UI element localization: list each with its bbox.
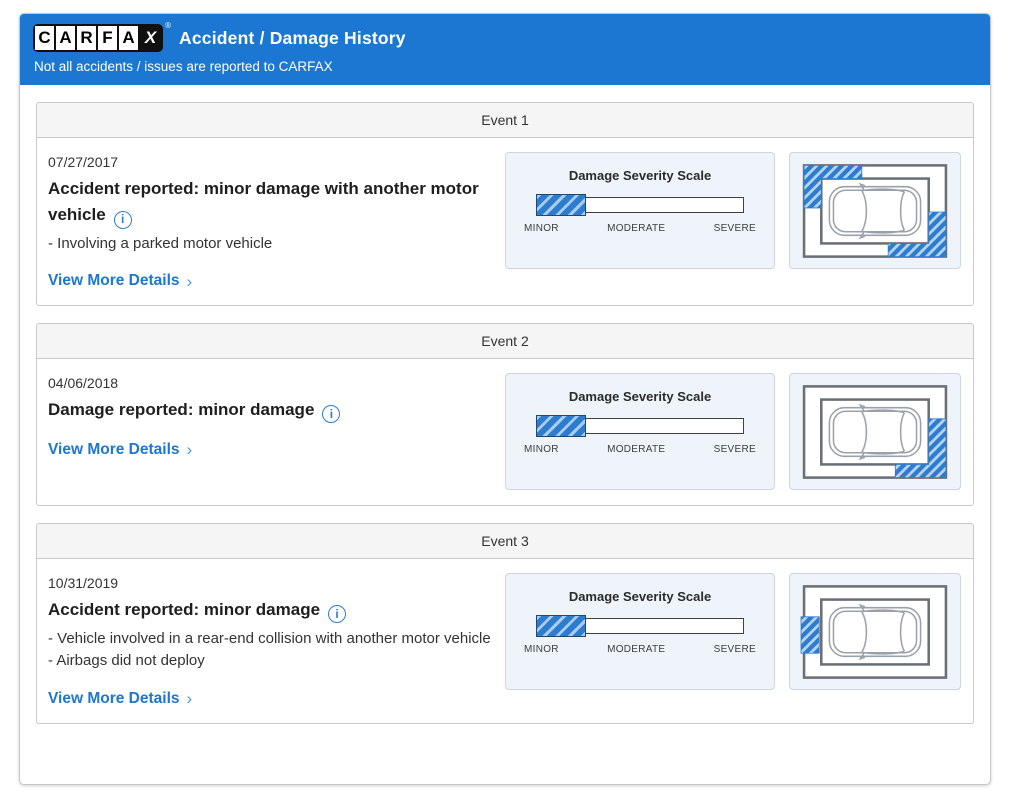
event-card: Event 3 10/31/2019 Accident reported: mi…	[36, 523, 974, 724]
severity-bar	[536, 615, 744, 638]
damage-regions-layer	[803, 164, 947, 257]
event-header-label: Event 3	[481, 533, 529, 550]
view-more-details-link[interactable]: View More Details ›	[48, 271, 193, 291]
damage-location-diagram	[789, 573, 961, 691]
severity-bar	[536, 415, 744, 438]
severity-scale-title: Damage Severity Scale	[568, 589, 712, 605]
logo-letter: C	[35, 26, 54, 50]
logo-letter: R	[77, 26, 96, 50]
severity-scale-title: Damage Severity Scale	[568, 389, 712, 405]
damage-location-diagram	[789, 152, 961, 269]
damage-region-left-side-middle	[800, 616, 820, 654]
view-more-details-link[interactable]: View More Details ›	[48, 440, 193, 460]
detail-line: - Airbags did not deploy	[48, 652, 205, 670]
info-icon[interactable]: i	[328, 605, 347, 624]
severity-label-moderate: MODERATE	[607, 444, 666, 456]
chevron-right-icon: ›	[186, 689, 193, 709]
severity-bar	[536, 194, 744, 216]
car-outline	[828, 182, 922, 239]
detail-line: - Involving a parked motor vehicle	[48, 234, 273, 252]
damage-location-diagram	[789, 373, 961, 491]
events-container: Event 1 07/27/2017 Accident reported: mi…	[20, 85, 990, 742]
event-card: Event 1 07/27/2017 Accident reported: mi…	[36, 102, 974, 307]
chevron-right-icon: ›	[186, 440, 193, 460]
damage-region-right-side-bottom-corner	[894, 418, 947, 478]
severity-label-moderate: MODERATE	[607, 644, 666, 656]
severity-bar-fill	[536, 194, 586, 216]
car-top-view-diagram	[802, 163, 948, 258]
logo-letter: F	[98, 26, 117, 50]
damage-region-top-left-corner	[803, 164, 863, 208]
event-details: - Vehicle involved in a rear-end collisi…	[48, 628, 491, 673]
damage-severity-scale: Damage Severity Scale MINOR MODERATE SEV…	[505, 573, 775, 691]
event-date: 04/06/2018	[48, 375, 119, 392]
logo-letter: A	[56, 26, 75, 50]
event-header-label: Event 2	[481, 333, 529, 350]
event-header: Event 1	[37, 103, 973, 138]
car-top-view-diagram	[802, 384, 948, 479]
car-outline	[828, 403, 922, 460]
detail-line: - Vehicle involved in a rear-end collisi…	[48, 629, 491, 647]
event-title: Damage reported: minor damage i	[48, 397, 491, 424]
damage-severity-scale: Damage Severity Scale MINOR MODERATE SEV…	[505, 373, 775, 491]
severity-label-severe: SEVERE	[713, 223, 756, 234]
severity-label-minor: MINOR	[524, 644, 559, 656]
severity-scale-title: Damage Severity Scale	[568, 168, 712, 183]
logo-letter: A	[119, 26, 138, 50]
logo-letter: X	[140, 26, 161, 50]
severity-bar-fill	[536, 615, 586, 638]
event-date: 10/31/2019	[48, 575, 119, 592]
registered-trademark: ®	[165, 21, 171, 30]
event-title: Accident reported: minor damage i	[48, 597, 491, 624]
page-title: Accident / Damage History	[179, 27, 406, 48]
severity-label-minor: MINOR	[524, 444, 559, 456]
car-top-view-diagram	[800, 584, 948, 679]
view-more-details-link[interactable]: View More Details ›	[48, 689, 193, 709]
chevron-right-icon: ›	[186, 271, 193, 291]
damage-region-bottom-right-corner	[887, 211, 947, 257]
severity-label-severe: SEVERE	[713, 444, 756, 456]
event-header: Event 2	[37, 324, 973, 360]
damage-regions-layer	[800, 616, 820, 654]
event-header-label: Event 1	[481, 112, 529, 128]
severity-label-minor: MINOR	[524, 223, 559, 234]
event-title: Accident reported: minor damage with ano…	[48, 176, 491, 229]
event-header: Event 3	[37, 524, 973, 560]
info-icon[interactable]: i	[322, 405, 341, 424]
event-card: Event 2 04/06/2018 Damage reported: mino…	[36, 323, 974, 507]
event-details: - Involving a parked motor vehicle	[48, 233, 491, 256]
damage-regions-layer	[894, 418, 947, 478]
severity-bar-fill	[536, 415, 586, 438]
header-disclaimer: Not all accidents / issues are reported …	[34, 59, 333, 74]
info-icon[interactable]: i	[113, 210, 132, 229]
car-outline	[828, 603, 922, 660]
damage-severity-scale: Damage Severity Scale MINOR MODERATE SEV…	[505, 152, 775, 269]
event-date: 07/27/2017	[48, 154, 119, 170]
severity-label-moderate: MODERATE	[607, 223, 666, 234]
severity-label-severe: SEVERE	[713, 644, 756, 656]
